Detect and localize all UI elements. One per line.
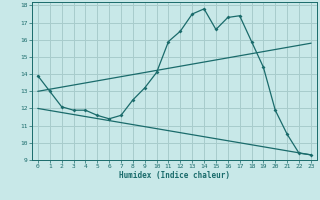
X-axis label: Humidex (Indice chaleur): Humidex (Indice chaleur) (119, 171, 230, 180)
